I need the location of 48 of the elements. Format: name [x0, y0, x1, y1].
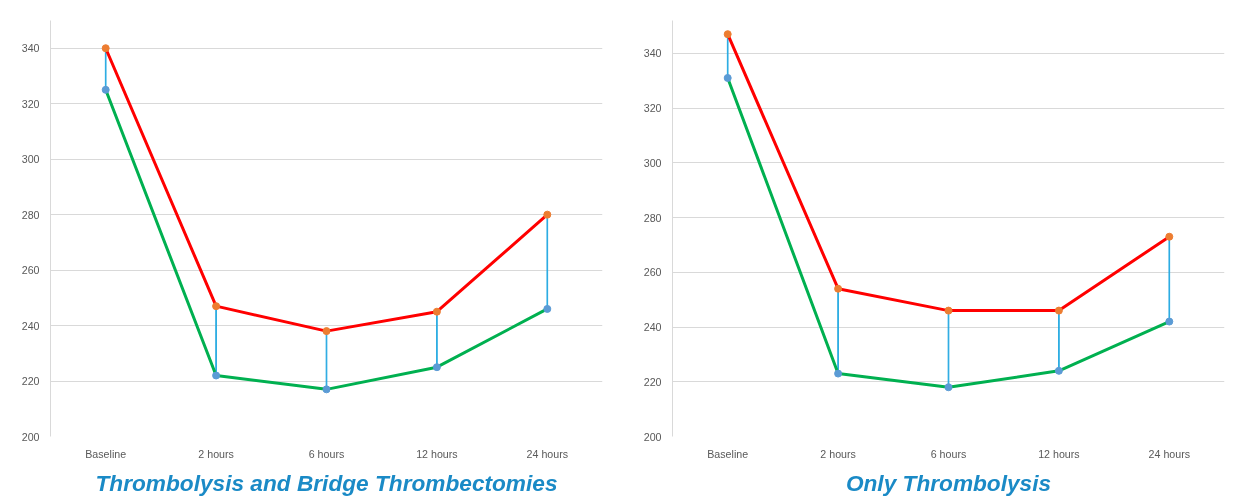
y-tick-label: 280 — [643, 211, 662, 224]
point — [1054, 366, 1063, 375]
point — [1054, 306, 1063, 315]
y-tick-label: 260 — [21, 264, 40, 277]
point — [432, 307, 441, 316]
y-tick-label: 300 — [21, 153, 40, 166]
x-tick-label: 6 hours — [308, 447, 345, 460]
x-tick-label: Baseline — [85, 447, 127, 460]
y-tick-label: 300 — [643, 156, 662, 169]
y-tick-label: 220 — [643, 375, 662, 388]
point — [944, 306, 953, 315]
point — [212, 371, 221, 380]
point — [432, 363, 441, 372]
y-tick-label: 340 — [643, 47, 662, 60]
y-tick-label: 200 — [21, 430, 40, 443]
point — [322, 385, 331, 394]
x-tick-label: 12 hours — [416, 447, 458, 460]
x-tick-label: 12 hours — [1038, 447, 1080, 460]
point — [723, 73, 732, 82]
x-tick-label: 2 hours — [820, 447, 856, 460]
y-tick-label: 240 — [21, 319, 40, 332]
x-tick-label: 24 hours — [1148, 447, 1191, 460]
point — [322, 327, 331, 336]
y-tick-label: 200 — [643, 430, 662, 443]
x-tick-label: 24 hours — [526, 447, 569, 460]
point — [543, 210, 552, 219]
point — [1165, 232, 1174, 241]
point — [723, 30, 732, 39]
point — [101, 44, 110, 53]
point — [834, 284, 843, 293]
x-tick-label: 6 hours — [930, 447, 967, 460]
y-tick-label: 280 — [21, 208, 40, 221]
x-tick-label: 2 hours — [198, 447, 234, 460]
point — [101, 85, 110, 94]
y-tick-label: 260 — [643, 266, 662, 279]
y-tick-label: 220 — [21, 375, 40, 388]
y-tick-label: 320 — [643, 102, 662, 115]
text: Only Thrombolysis — [845, 469, 1052, 496]
point — [834, 369, 843, 378]
x-tick-label: Baseline — [707, 447, 749, 460]
point — [1165, 317, 1174, 326]
y-tick-label: 340 — [21, 42, 40, 55]
point — [543, 304, 552, 313]
point — [944, 383, 953, 392]
y-tick-label: 320 — [21, 97, 40, 110]
y-tick-label: 240 — [643, 321, 662, 334]
point — [212, 302, 221, 311]
text: Thrombolysis and Bridge Thrombectomies — [95, 469, 558, 496]
